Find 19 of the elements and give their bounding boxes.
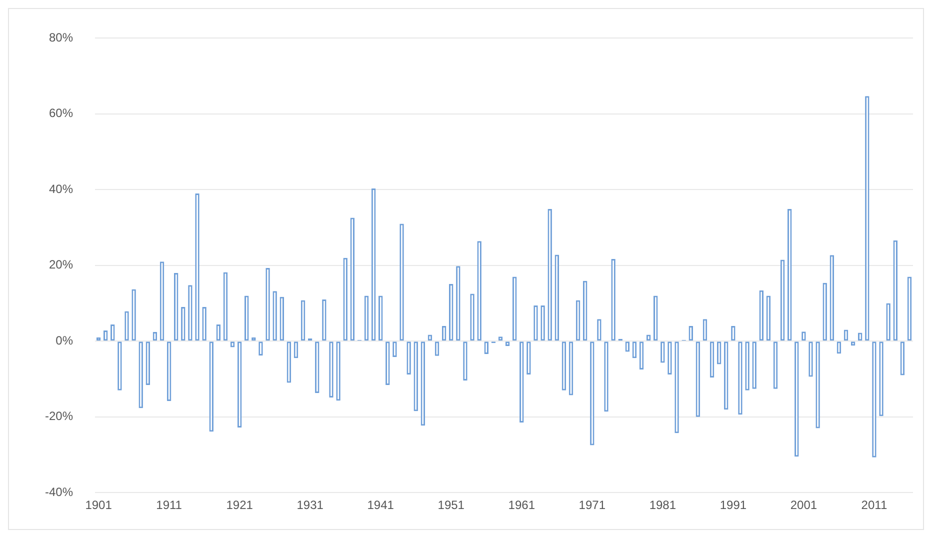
x-tick-label: 1991 (720, 498, 747, 512)
x-tick-label: 1971 (578, 498, 606, 512)
x-tick-label: 1911 (156, 498, 182, 512)
x-tick-label: 1921 (226, 498, 254, 512)
x-tick-label: 1941 (367, 498, 394, 512)
x-tick-label: 1901 (85, 498, 112, 512)
x-tick-label: 2011 (861, 498, 888, 512)
y-tick-label: 60% (48, 106, 74, 120)
y-tick-label: 40% (48, 182, 74, 196)
y-tick-label: -20% (45, 409, 74, 424)
x-tick-label: 1961 (508, 498, 536, 512)
y-tick-label: -40% (45, 484, 74, 499)
y-tick-label: 0% (56, 333, 74, 348)
y-tick-label: 20% (48, 258, 74, 272)
x-tick-label: 1951 (438, 498, 465, 512)
y-tick-label: 80% (48, 30, 74, 45)
x-tick-label: 2001 (790, 498, 818, 512)
x-tick-label: 1981 (649, 498, 676, 512)
x-tick-label: 1931 (296, 498, 324, 512)
